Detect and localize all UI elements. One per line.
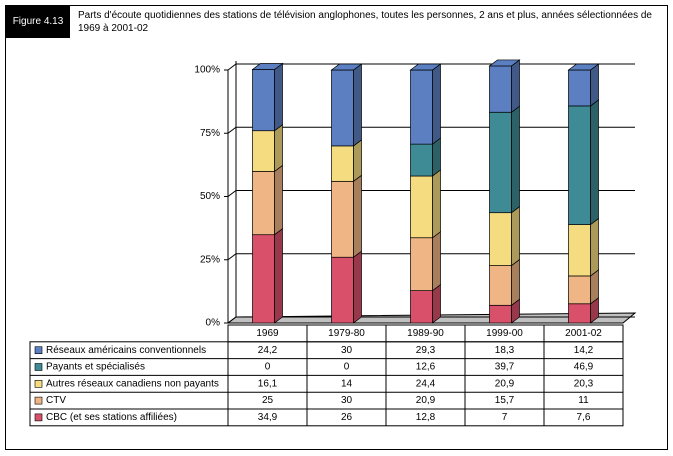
bar-side bbox=[353, 139, 362, 183]
table-value: 11 bbox=[578, 395, 589, 406]
y-tick-label: 25% bbox=[200, 254, 220, 265]
table-value: 18,3 bbox=[495, 345, 515, 356]
table-value: 14 bbox=[341, 378, 353, 389]
bar-segment bbox=[410, 237, 433, 291]
frame bbox=[5, 5, 668, 450]
table-value: 30 bbox=[341, 395, 353, 406]
table-value: 46,9 bbox=[574, 362, 594, 373]
bar-segment bbox=[568, 105, 591, 225]
x-tick-label: 2001-02 bbox=[565, 328, 602, 339]
bar-side bbox=[274, 164, 283, 236]
bar-side bbox=[274, 228, 283, 324]
bar-side bbox=[353, 174, 362, 258]
legend-label: Réseaux américains conventionnels bbox=[46, 345, 206, 356]
bar-top bbox=[488, 59, 521, 67]
bar-segment bbox=[331, 180, 354, 258]
bar-side bbox=[511, 105, 520, 214]
legend-label: Payants et spécialisés bbox=[46, 362, 145, 373]
legend-swatch bbox=[34, 346, 43, 355]
table-value: 34,9 bbox=[258, 412, 278, 423]
y-tick-label: 50% bbox=[200, 191, 220, 202]
bar-side bbox=[432, 63, 441, 145]
legend-swatch bbox=[34, 379, 43, 388]
table-value: 20,3 bbox=[574, 378, 594, 389]
bar-segment bbox=[410, 143, 433, 177]
bar-side bbox=[432, 231, 441, 292]
table-value: 26 bbox=[341, 412, 353, 423]
x-tick-label: 1969 bbox=[256, 328, 279, 339]
bar-side bbox=[590, 99, 599, 226]
table-value: 25 bbox=[262, 395, 274, 406]
legend-label: Autres réseaux canadiens non payants bbox=[46, 378, 219, 389]
table-value: 12,8 bbox=[416, 412, 436, 423]
legend-label: CTV bbox=[46, 395, 66, 406]
bar-segment bbox=[331, 69, 354, 147]
bar-segment bbox=[252, 171, 275, 236]
table-value: 12,6 bbox=[416, 362, 436, 373]
bar-side bbox=[432, 169, 441, 239]
table-value: 20,9 bbox=[416, 395, 436, 406]
bar-top bbox=[567, 63, 600, 71]
legend-swatch bbox=[34, 363, 43, 371]
bar-side bbox=[274, 62, 283, 132]
bar-segment bbox=[489, 304, 512, 324]
table-value: 0 bbox=[344, 362, 350, 373]
table-value: 24,4 bbox=[416, 378, 436, 389]
bar-top bbox=[409, 63, 442, 71]
chart-title: Parts d'écoute quotidiennes des stations… bbox=[78, 10, 652, 34]
x-tick-label: 1989-90 bbox=[407, 328, 444, 339]
bar-segment bbox=[489, 212, 512, 266]
bar-segment bbox=[252, 234, 275, 324]
legend-swatch bbox=[34, 396, 43, 405]
bar-side bbox=[353, 63, 362, 147]
table-value: 7,6 bbox=[577, 412, 591, 423]
bar-segment bbox=[410, 290, 433, 324]
bar-segment bbox=[568, 224, 591, 277]
y-tick-label: 75% bbox=[200, 128, 220, 139]
bar-side bbox=[511, 258, 520, 306]
bar-side bbox=[432, 137, 441, 177]
bar-side bbox=[590, 217, 599, 277]
bar-top bbox=[330, 63, 363, 71]
figure-label: Figure 4.13 bbox=[6, 6, 70, 37]
bar-segment bbox=[489, 65, 512, 113]
y-tick-label: 0% bbox=[206, 318, 221, 329]
bar-segment bbox=[568, 69, 591, 107]
bar-side bbox=[511, 59, 520, 113]
table-value: 39,7 bbox=[495, 362, 515, 373]
table-value: 0 bbox=[265, 362, 271, 373]
bar-side bbox=[274, 124, 283, 173]
bar-side bbox=[511, 205, 520, 267]
table-value: 15,7 bbox=[495, 395, 515, 406]
bar-side bbox=[353, 250, 362, 324]
bar-segment bbox=[410, 69, 433, 145]
legend-label: CBC (et ses stations affiliées) bbox=[46, 412, 177, 423]
bar-segment bbox=[331, 256, 354, 324]
bar-segment bbox=[489, 265, 512, 306]
table-value: 24,2 bbox=[258, 345, 278, 356]
bar-segment bbox=[568, 275, 591, 305]
x-tick-label: 1979-80 bbox=[328, 328, 365, 339]
bar-segment bbox=[331, 145, 354, 182]
table-value: 16,1 bbox=[258, 378, 278, 389]
bar-segment bbox=[489, 111, 512, 214]
legend-swatch bbox=[34, 413, 43, 422]
bar-top bbox=[251, 63, 284, 70]
bar-side bbox=[590, 63, 599, 107]
table-value: 20,9 bbox=[495, 378, 515, 389]
bar-segment bbox=[410, 175, 433, 239]
table-value: 14,2 bbox=[574, 345, 594, 356]
y-tick-label: 100% bbox=[194, 65, 220, 76]
bar-side bbox=[432, 283, 441, 324]
table-value: 29,3 bbox=[416, 345, 436, 356]
bar-segment bbox=[252, 69, 275, 132]
bar-segment bbox=[568, 303, 591, 324]
bar-segment bbox=[252, 130, 275, 172]
table-value: 30 bbox=[341, 345, 353, 356]
table-value: 7 bbox=[502, 412, 508, 423]
x-tick-label: 1999-00 bbox=[486, 328, 523, 339]
